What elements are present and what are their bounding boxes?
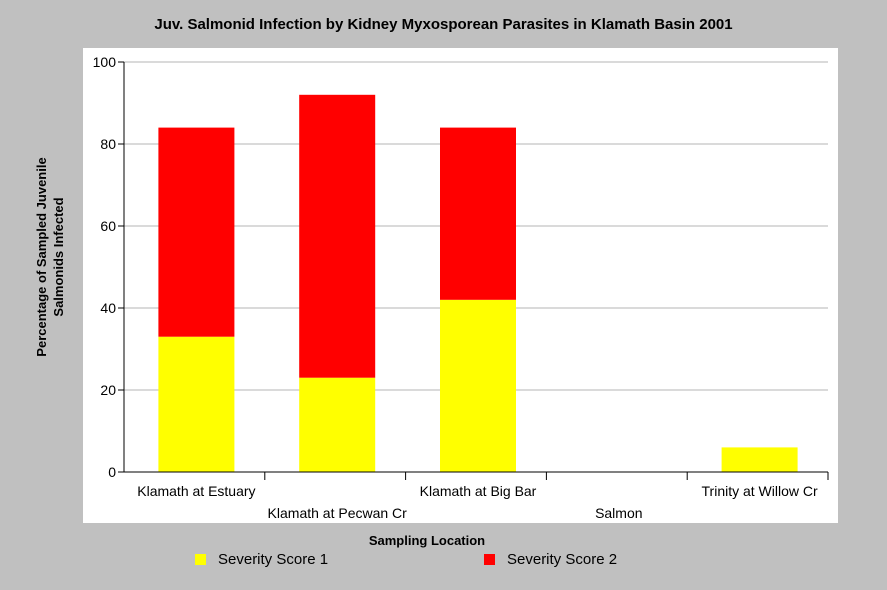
y-tick-label: 100	[93, 54, 117, 70]
y-tick-label: 20	[100, 382, 116, 398]
bar-1-2	[299, 377, 376, 472]
x-axis-title: Sampling Location	[369, 533, 485, 548]
x-tick-label: Klamath at Estuary	[137, 483, 255, 499]
legend-swatch-severity-2	[484, 553, 495, 565]
axis-labels: 0 20 40 60 80 100 Klamath at Estuary Klamath at…	[34, 54, 818, 548]
bar-1-1	[158, 336, 235, 472]
bar-1-5	[721, 447, 798, 472]
legend-swatch-severity-1	[195, 553, 206, 565]
bar-2-2	[299, 94, 376, 378]
bar-2-3	[440, 127, 516, 300]
x-tick-label: Salmon	[595, 505, 642, 521]
legend-item-severity-1: Severity Score 1	[195, 551, 328, 569]
y-axis-title-line-1: Percentage of Sampled Juvenile	[34, 157, 49, 356]
x-tick-label: Klamath at Big Bar	[420, 483, 537, 499]
x-tick-label: Trinity at Willow Cr	[702, 483, 818, 499]
y-tick-label: 0	[108, 464, 116, 480]
legend-label-severity-1: Severity Score 1	[218, 551, 329, 568]
y-axis-title-line-2: Salmonids Infected	[51, 197, 66, 316]
y-tick-label: 60	[100, 218, 116, 234]
legend-item-severity-2: Severity Score 2	[484, 551, 617, 569]
legend-label-severity-2: Severity Score 2	[507, 551, 618, 568]
bar-1-3	[440, 299, 516, 472]
bar-2-1	[158, 127, 235, 337]
axes	[118, 61, 829, 480]
bars	[158, 94, 798, 472]
chart-title: Juv. Salmonid Infection by Kidney Myxosp…	[154, 16, 733, 33]
x-tick-label: Klamath at Pecwan Cr	[268, 505, 408, 521]
y-tick-label: 40	[100, 300, 116, 316]
y-tick-label: 80	[100, 136, 116, 152]
